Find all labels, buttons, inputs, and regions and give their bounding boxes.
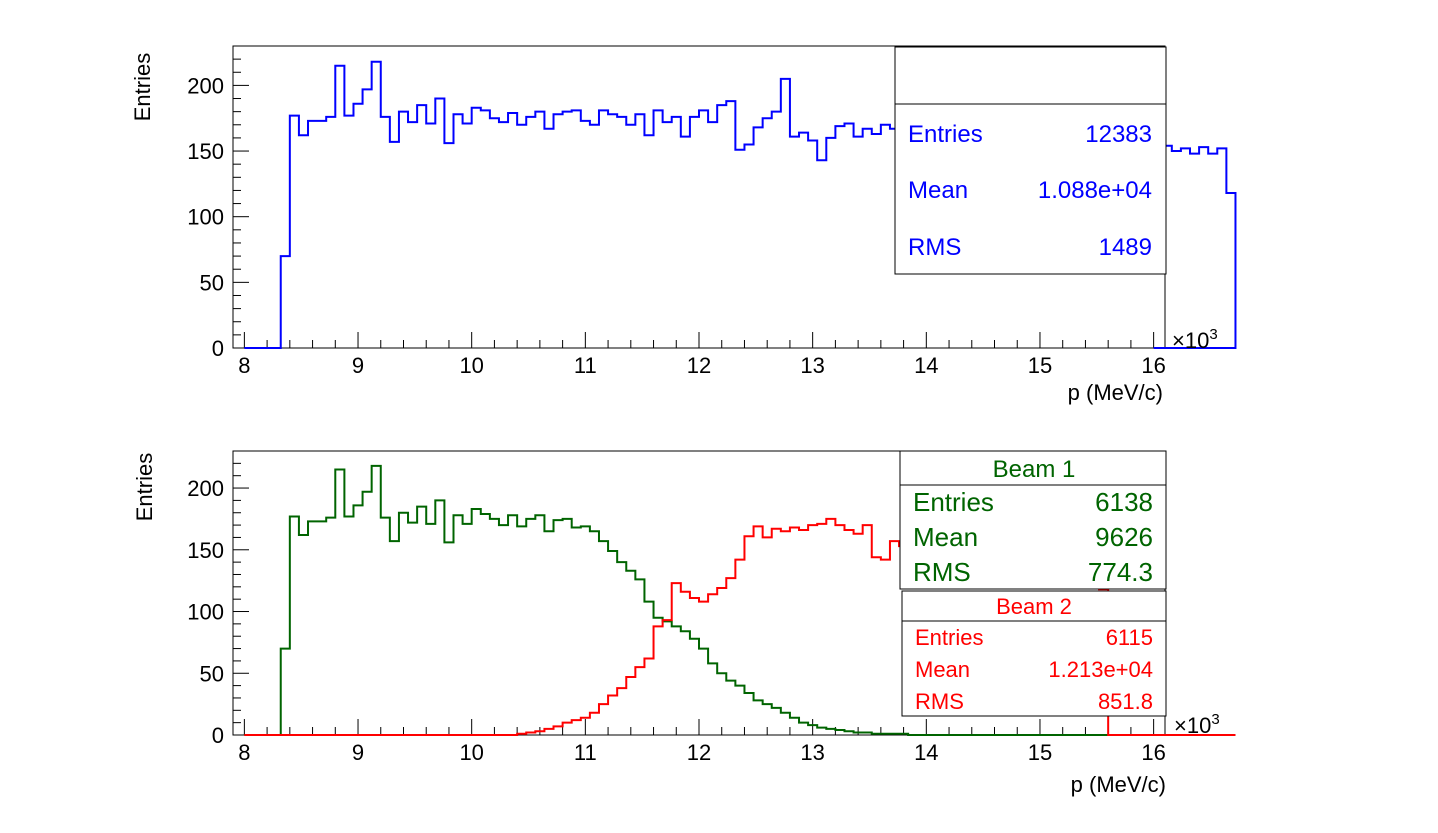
top-y-tick-label: 50 bbox=[200, 270, 224, 295]
bot-y-tick-label: 150 bbox=[187, 538, 224, 563]
bot-y-tick-label: 200 bbox=[187, 476, 224, 501]
beam1-mean-label: Mean bbox=[913, 522, 978, 552]
beam1-stats-box: Beam 1 Entries 6138 Mean 9626 RMS 774.3 bbox=[899, 450, 1167, 590]
top-stats-mean-value: 1.088e+04 bbox=[1038, 177, 1152, 204]
beam-1-histogram-line bbox=[244, 464, 1236, 736]
bot-x-tick-label: 12 bbox=[687, 740, 711, 765]
top-stats-mean-label: Mean bbox=[908, 177, 968, 204]
beam2-rms-value: 851.8 bbox=[1098, 689, 1153, 714]
beam2-stats-frame bbox=[901, 590, 1167, 717]
bottom-x-multiplier-exp: 3 bbox=[1211, 711, 1219, 728]
beam2-entries-label: Entries bbox=[915, 625, 983, 650]
bot-x-tick-label: 9 bbox=[352, 740, 364, 765]
beam1-stats-frame bbox=[899, 450, 1167, 590]
bot-y-tick-label: 50 bbox=[200, 661, 224, 686]
bottom-x-multiplier: ×103 bbox=[1174, 711, 1220, 738]
bottom-y-axis-label: Entries bbox=[132, 453, 157, 521]
bottom-x-axis: 8 9 10 11 12 13 14 15 16 bbox=[238, 719, 1166, 765]
top-stats-rms-value: 1489 bbox=[1099, 234, 1152, 261]
top-stats-frame bbox=[894, 46, 1167, 275]
top-y-tick-label: 150 bbox=[187, 139, 224, 164]
beam2-stats-title: Beam 2 bbox=[996, 594, 1072, 619]
bottom-histogram-panel: 0 50 100 150 200 8 9 10 11 12 13 14 15 16 Entries p … bbox=[132, 450, 1236, 797]
bot-x-tick-label: 8 bbox=[238, 740, 250, 765]
beam1-entries-value: 6138 bbox=[1095, 487, 1153, 517]
bot-y-tick-label: 0 bbox=[212, 723, 224, 748]
top-y-tick-label: 100 bbox=[187, 205, 224, 230]
top-stats-entries-value: 12383 bbox=[1085, 121, 1152, 148]
beam1-rms-label: RMS bbox=[913, 557, 971, 587]
beam2-mean-label: Mean bbox=[915, 657, 970, 682]
top-stats-entries-label: Entries bbox=[908, 121, 983, 148]
top-x-tick-label: 11 bbox=[574, 353, 597, 378]
beam1-rms-value: 774.3 bbox=[1088, 557, 1153, 587]
top-x-tick-label: 16 bbox=[1141, 353, 1165, 378]
top-x-multiplier-exp: 3 bbox=[1209, 326, 1217, 343]
beam1-entries-label: Entries bbox=[913, 487, 994, 517]
top-histogram-panel: 0 50 100 150 200 8 9 10 11 12 13 14 15 16 Entries p … bbox=[130, 45, 1237, 405]
top-y-axis: 0 50 100 150 200 bbox=[187, 45, 249, 361]
top-x-multiplier: ×103 bbox=[1172, 326, 1218, 353]
top-stats-box: Entries 12383 Mean 1.088e+04 RMS 1489 bbox=[894, 46, 1167, 275]
beam1-mean-value: 9626 bbox=[1095, 522, 1153, 552]
bot-x-tick-label: 10 bbox=[459, 740, 483, 765]
top-x-tick-label: 12 bbox=[687, 353, 711, 378]
beam2-rms-label: RMS bbox=[915, 689, 964, 714]
bot-x-tick-label: 11 bbox=[574, 740, 597, 765]
top-x-tick-label: 13 bbox=[800, 353, 824, 378]
top-y-axis-label: Entries bbox=[130, 53, 155, 121]
bot-x-tick-label: 13 bbox=[800, 740, 824, 765]
beam2-stats-box: Beam 2 Entries 6115 Mean 1.213e+04 RMS 8… bbox=[901, 590, 1167, 717]
top-y-tick-label: 200 bbox=[187, 73, 224, 98]
top-x-axis-label: p (MeV/c) bbox=[1068, 380, 1163, 405]
beam1-stats-title: Beam 1 bbox=[993, 456, 1076, 483]
bot-x-tick-label: 15 bbox=[1028, 740, 1052, 765]
bottom-x-axis-label: p (MeV/c) bbox=[1071, 772, 1166, 797]
top-x-tick-label: 8 bbox=[238, 353, 250, 378]
top-x-tick-label: 14 bbox=[914, 353, 938, 378]
bot-x-tick-label: 14 bbox=[914, 740, 938, 765]
bottom-y-axis: 0 50 100 150 200 bbox=[187, 450, 249, 748]
top-x-tick-label: 10 bbox=[459, 353, 483, 378]
top-x-tick-label: 9 bbox=[352, 353, 364, 378]
bottom-x-multiplier-base: ×10 bbox=[1174, 713, 1211, 738]
top-stats-rms-label: RMS bbox=[908, 234, 961, 261]
top-x-axis: 8 9 10 11 12 13 14 15 16 bbox=[238, 332, 1166, 378]
bot-y-tick-label: 100 bbox=[187, 600, 224, 625]
top-x-multiplier-base: ×10 bbox=[1172, 328, 1209, 353]
bot-x-tick-label: 16 bbox=[1141, 740, 1165, 765]
top-y-tick-label: 0 bbox=[212, 336, 224, 361]
beam2-entries-value: 6115 bbox=[1106, 625, 1153, 650]
top-x-tick-label: 15 bbox=[1028, 353, 1052, 378]
beam2-mean-value: 1.213e+04 bbox=[1048, 657, 1153, 682]
